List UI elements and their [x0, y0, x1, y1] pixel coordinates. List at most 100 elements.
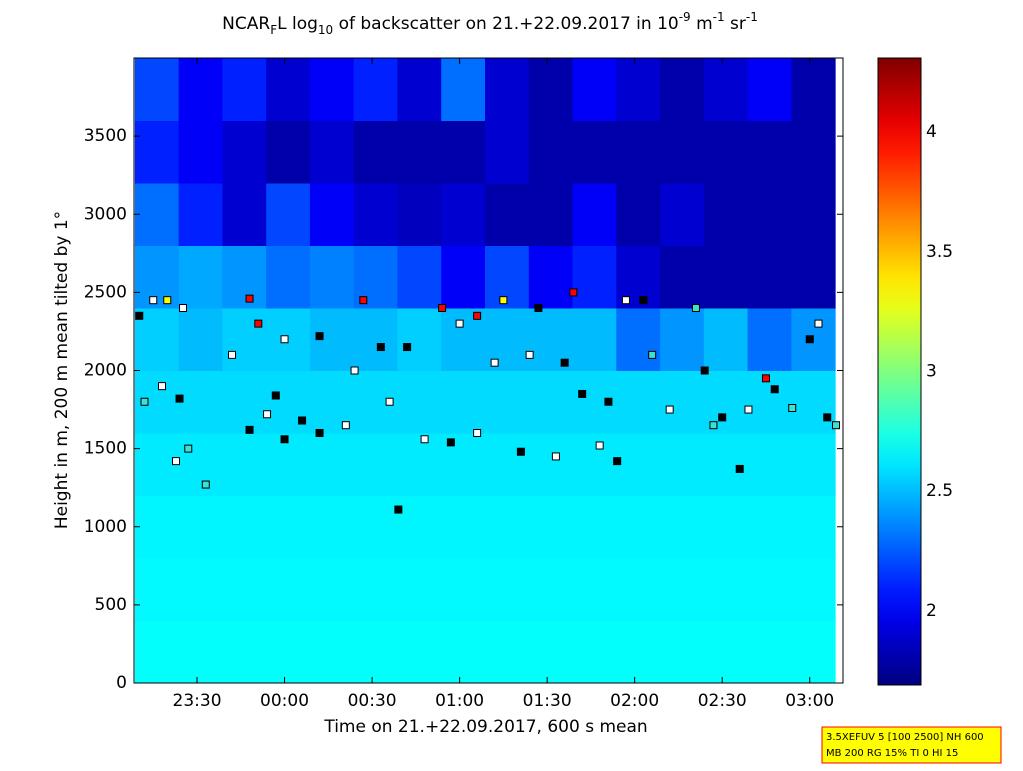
heat-cell [747, 433, 792, 496]
axes: 0 500 1000 1500 2000 2500 3000 3500 23:30 00:00 00… [84, 58, 953, 711]
marker [179, 304, 188, 312]
heat-cell [791, 245, 836, 309]
marker [578, 389, 587, 398]
marker [525, 350, 534, 359]
heat-cell [616, 620, 661, 683]
marker [438, 304, 447, 312]
heat-cell [397, 308, 442, 371]
heat-cell [484, 620, 530, 683]
heat-cell [441, 370, 486, 434]
marker [420, 435, 429, 444]
heat-cell [572, 245, 617, 309]
heat-cell [528, 120, 574, 184]
marker [271, 391, 280, 400]
marker [163, 296, 172, 305]
heat-cell [616, 558, 661, 621]
marker [534, 304, 543, 312]
marker [359, 296, 368, 305]
heat-cell [178, 495, 223, 559]
heat-cell [266, 558, 311, 621]
title-part: -1 [746, 10, 758, 24]
title-part: F [270, 23, 277, 37]
marker [621, 296, 630, 305]
marker [770, 385, 779, 394]
marker [385, 397, 394, 406]
marker [744, 405, 753, 414]
heat-cell [266, 495, 311, 559]
heat-cell [397, 58, 442, 121]
heat-cell [178, 120, 223, 184]
marker [175, 394, 184, 403]
x-tick-label: 00:30 [348, 691, 397, 711]
marker [473, 429, 482, 437]
info-box: 3.5XEFUV 5 [100 2500] NH 600 MB 200 RG 1… [821, 726, 1002, 764]
heat-cell [441, 183, 486, 246]
heat-cell [441, 245, 486, 309]
heat-cell [528, 495, 574, 559]
heat-cell [703, 433, 749, 496]
colorbar [877, 57, 922, 686]
heat-cell [703, 620, 749, 683]
heat-cell [660, 495, 705, 559]
heat-cell [353, 620, 398, 683]
heat-cell [703, 495, 749, 559]
marker [700, 366, 709, 375]
marker [228, 350, 237, 359]
marker [280, 435, 289, 444]
c-tick-label: 3 [926, 362, 937, 382]
heat-cell [222, 558, 267, 621]
heat-cell [222, 433, 267, 496]
marker [140, 397, 149, 406]
heat-cell [222, 620, 267, 683]
marker [718, 413, 727, 422]
heat-cell [178, 183, 223, 246]
plot-frame [133, 57, 844, 684]
heat-cell [397, 370, 442, 434]
heat-cell [528, 245, 574, 309]
heat-cell [178, 245, 223, 309]
heat-cell [572, 495, 617, 559]
title-part: sr [725, 14, 746, 34]
marker [315, 429, 324, 437]
y-axis-label: Height in m, 200 m mean tilted by 1° [52, 211, 72, 529]
heat-cell [134, 558, 180, 621]
heat-cell [703, 183, 749, 246]
heat-cell [616, 433, 661, 496]
heat-cell [441, 558, 486, 621]
title-part: m [691, 14, 713, 34]
marker [560, 358, 569, 367]
marker [184, 444, 193, 453]
marker [350, 366, 359, 375]
heat-cell [572, 58, 617, 121]
heat-cell [791, 558, 836, 621]
heat-cell [266, 245, 311, 309]
heat-cell [353, 558, 398, 621]
title-part: L log [277, 14, 318, 34]
heat-cell [747, 620, 792, 683]
heat-cell [703, 245, 749, 309]
heat-cell [134, 433, 180, 496]
heat-cell [528, 370, 574, 434]
marker [158, 382, 167, 391]
marker [280, 335, 289, 344]
c-tick-label: 2.5 [926, 481, 953, 501]
y-tick-label: 0 [116, 673, 127, 693]
heat-cell [572, 120, 617, 184]
x-tick-label: 00:00 [260, 691, 309, 711]
y-tick-label: 1000 [84, 517, 127, 537]
marker [376, 343, 385, 352]
heat-cell [441, 120, 486, 184]
marker [446, 438, 455, 447]
heat-cell [134, 495, 180, 559]
chart-title: NCARFL log10 of backscatter on 21.+22.09… [222, 10, 758, 37]
heat-cell [484, 495, 530, 559]
heat-cell [441, 58, 486, 121]
heat-cell [572, 620, 617, 683]
marker [604, 397, 613, 406]
heat-cell [397, 558, 442, 621]
c-tick-label: 4 [926, 122, 937, 142]
marker [263, 410, 272, 419]
heat-cell [747, 495, 792, 559]
heat-cell [309, 58, 355, 121]
heat-cell [791, 433, 836, 496]
